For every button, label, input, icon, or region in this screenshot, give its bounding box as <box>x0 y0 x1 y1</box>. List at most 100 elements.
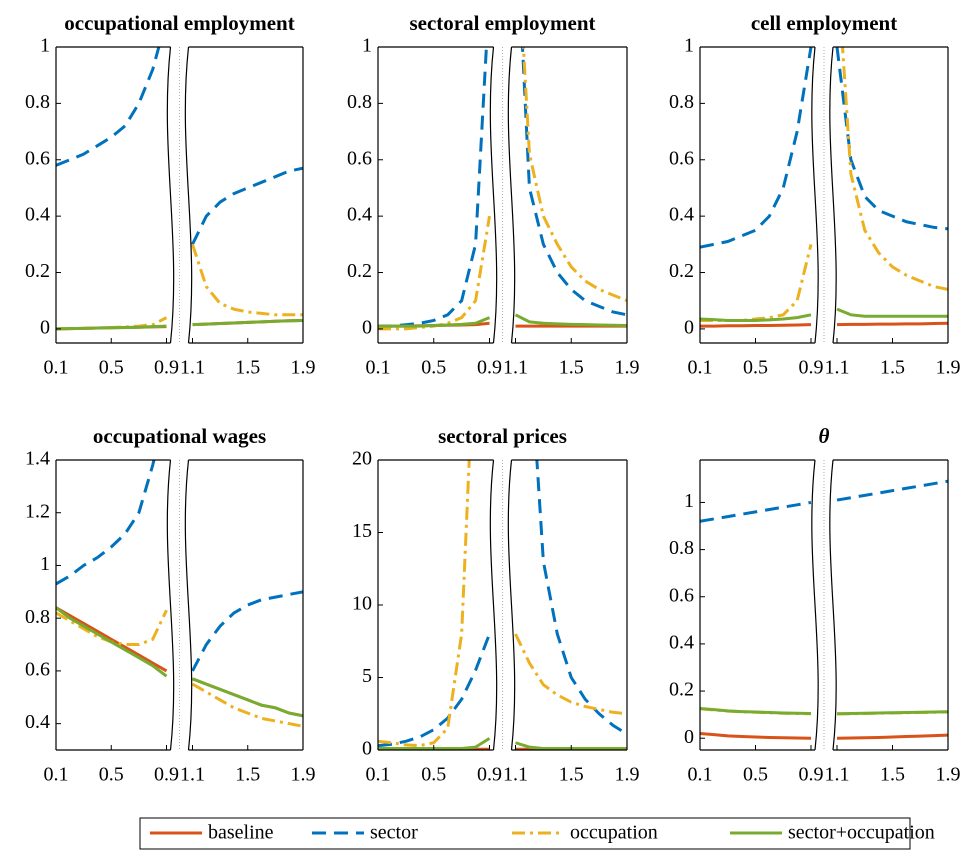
axis-break <box>166 46 175 344</box>
y-tick-label: 0.4 <box>347 204 372 226</box>
x-tick-label: 1.1 <box>180 357 205 379</box>
panel-title: occupational employment <box>64 11 294 35</box>
axis-break <box>811 459 819 751</box>
panel-title: cell employment <box>751 11 897 35</box>
x-tick-label: 0.1 <box>366 764 391 786</box>
series-line <box>56 606 303 718</box>
series-line <box>378 460 627 748</box>
x-tick-label: 0.9 <box>477 764 502 786</box>
y-tick-label: 1 <box>362 35 372 57</box>
y-tick-label: 0.6 <box>669 584 694 606</box>
axis-break <box>184 46 193 344</box>
y-tick-label: 0.2 <box>669 679 694 701</box>
y-tick-label: 1 <box>40 35 50 57</box>
axis-break <box>184 459 193 751</box>
y-tick-label: 0.8 <box>669 91 694 113</box>
x-tick-label: 1.9 <box>936 357 961 379</box>
x-tick-label: 0.9 <box>477 357 502 379</box>
axis-break <box>489 459 498 751</box>
series-line <box>700 479 948 523</box>
x-tick-label: 1.5 <box>880 764 905 786</box>
y-tick-label: 1 <box>684 35 694 57</box>
series-line <box>378 47 627 328</box>
y-tick-label: 1 <box>40 553 50 575</box>
y-tick-label: 0.2 <box>25 260 50 282</box>
series-line <box>378 313 627 328</box>
y-tick-label: 0.2 <box>347 260 372 282</box>
y-tick-label: 0.4 <box>669 204 694 226</box>
plot-area <box>700 47 948 328</box>
y-tick-label: 0 <box>362 738 372 760</box>
x-tick-label: 1.9 <box>615 764 640 786</box>
x-tick-label: 0.1 <box>688 357 713 379</box>
x-tick-label: 1.9 <box>291 764 316 786</box>
panel-title: sectoral prices <box>438 424 567 448</box>
x-tick-label: 1.5 <box>559 764 584 786</box>
series-line <box>56 460 303 672</box>
y-tick-label: 0.8 <box>25 91 50 113</box>
y-tick-label: 0 <box>684 316 694 338</box>
y-tick-label: 0.2 <box>669 260 694 282</box>
series-line <box>700 47 948 249</box>
panel: sectoral prices 0 5 10 15 20 0.1 0.5 0.9 1.1 1.5 1.… <box>352 424 640 786</box>
x-tick-label: 0.5 <box>421 764 446 786</box>
y-tick-label: 0 <box>40 316 50 338</box>
x-tick-label: 1.1 <box>503 357 528 379</box>
y-tick-label: 0 <box>362 316 372 338</box>
legend-label: sector+occupation <box>788 822 935 844</box>
axis-break <box>507 46 516 344</box>
y-tick-label: 0.8 <box>347 91 372 113</box>
x-tick-label: 1.1 <box>825 764 850 786</box>
y-tick-label: 15 <box>352 520 372 542</box>
x-tick-label: 1.9 <box>615 357 640 379</box>
y-tick-label: 0 <box>684 726 694 748</box>
x-tick-label: 0.9 <box>154 764 179 786</box>
y-tick-label: 20 <box>352 448 372 470</box>
series-line <box>700 732 948 740</box>
y-tick-label: 0.6 <box>25 147 50 169</box>
plot-area <box>56 460 303 728</box>
y-tick-label: 0.6 <box>347 147 372 169</box>
x-tick-label: 1.1 <box>825 357 850 379</box>
y-tick-label: 1.4 <box>25 448 50 470</box>
legend-label: baseline <box>208 822 274 844</box>
y-tick-label: 0.8 <box>669 537 694 559</box>
series-line <box>700 321 948 328</box>
x-tick-label: 0.5 <box>743 764 768 786</box>
y-tick-label: 1 <box>684 490 694 512</box>
x-tick-label: 1.9 <box>936 764 961 786</box>
x-tick-label: 0.1 <box>44 764 69 786</box>
y-tick-label: 0.6 <box>669 147 694 169</box>
x-tick-label: 1.5 <box>559 357 584 379</box>
axis-break <box>166 459 175 751</box>
x-tick-label: 1.5 <box>880 357 905 379</box>
x-tick-label: 1.1 <box>503 764 528 786</box>
x-tick-label: 0.5 <box>99 764 124 786</box>
plot-area <box>700 479 948 740</box>
x-tick-label: 1.1 <box>180 764 205 786</box>
plot-area <box>378 47 627 331</box>
series-line <box>56 318 303 331</box>
y-tick-label: 0.8 <box>25 606 50 628</box>
y-tick-label: 10 <box>352 593 372 615</box>
x-tick-label: 0.9 <box>799 357 824 379</box>
y-tick-label: 0.4 <box>669 631 694 653</box>
x-tick-label: 0.5 <box>743 357 768 379</box>
series-line <box>700 707 948 716</box>
axis-break <box>829 459 837 751</box>
panel: occupational employment 0 0.2 0.4 0.6 0.8 1 0.1… <box>25 11 316 379</box>
y-tick-label: 0.4 <box>25 711 50 733</box>
x-tick-label: 0.1 <box>366 357 391 379</box>
x-tick-label: 0.5 <box>99 357 124 379</box>
axis-break <box>829 46 837 344</box>
axis-break <box>811 46 819 344</box>
panel-title: occupational wages <box>93 424 266 448</box>
x-tick-label: 1.5 <box>235 764 260 786</box>
legend-label: occupation <box>570 822 658 844</box>
series-line <box>56 47 303 245</box>
series-line <box>378 460 627 748</box>
series-line <box>700 307 948 322</box>
panel: occupational wages 0.4 0.6 0.8 1 1.2 1.4 0.1 0.5… <box>25 424 316 786</box>
